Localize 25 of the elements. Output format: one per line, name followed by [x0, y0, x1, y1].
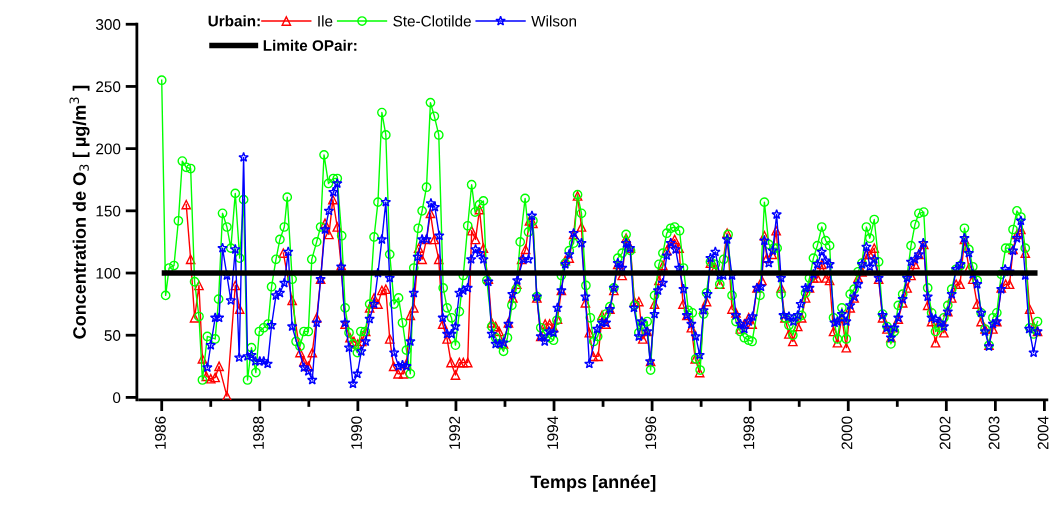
- legend-label: Wilson: [531, 15, 576, 27]
- x-tick-label: 1990: [351, 416, 362, 449]
- x-tick-label: 2002: [939, 416, 951, 450]
- y-tick-label: 200: [96, 143, 121, 155]
- legend-label: Limite OPair:: [263, 39, 357, 51]
- y-tick-label: 0: [113, 392, 121, 404]
- y-tick-label: 50: [104, 330, 121, 341]
- x-tick-label: 1994: [547, 416, 559, 449]
- x-tick-label: 1998: [743, 416, 755, 449]
- x-tick-label: 1996: [645, 416, 657, 449]
- x-tick-label: 2004: [1037, 416, 1049, 450]
- x-tick-label: 1988: [253, 416, 264, 449]
- y-tick-label: 250: [96, 81, 121, 93]
- y-tick-label: 100: [96, 267, 121, 279]
- legend-title: Urbain:: [208, 15, 260, 27]
- y-tick-label: 300: [95, 19, 121, 30]
- y-tick-label: 150: [96, 205, 121, 217]
- legend-label: Ile: [318, 15, 333, 27]
- x-tick-label: 2000: [841, 416, 853, 450]
- x-tick-label: 1986: [155, 416, 166, 449]
- y-axis-title: Concentration de O$_{3}$ [ µg/m$^{3}$ ]: [69, 85, 90, 339]
- legend-label: Ste-Clotilde: [393, 15, 471, 27]
- x-tick-label: 1992: [449, 416, 461, 449]
- x-axis-title: Temps [année]: [530, 474, 656, 492]
- x-tick-label: 2003: [988, 416, 1000, 450]
